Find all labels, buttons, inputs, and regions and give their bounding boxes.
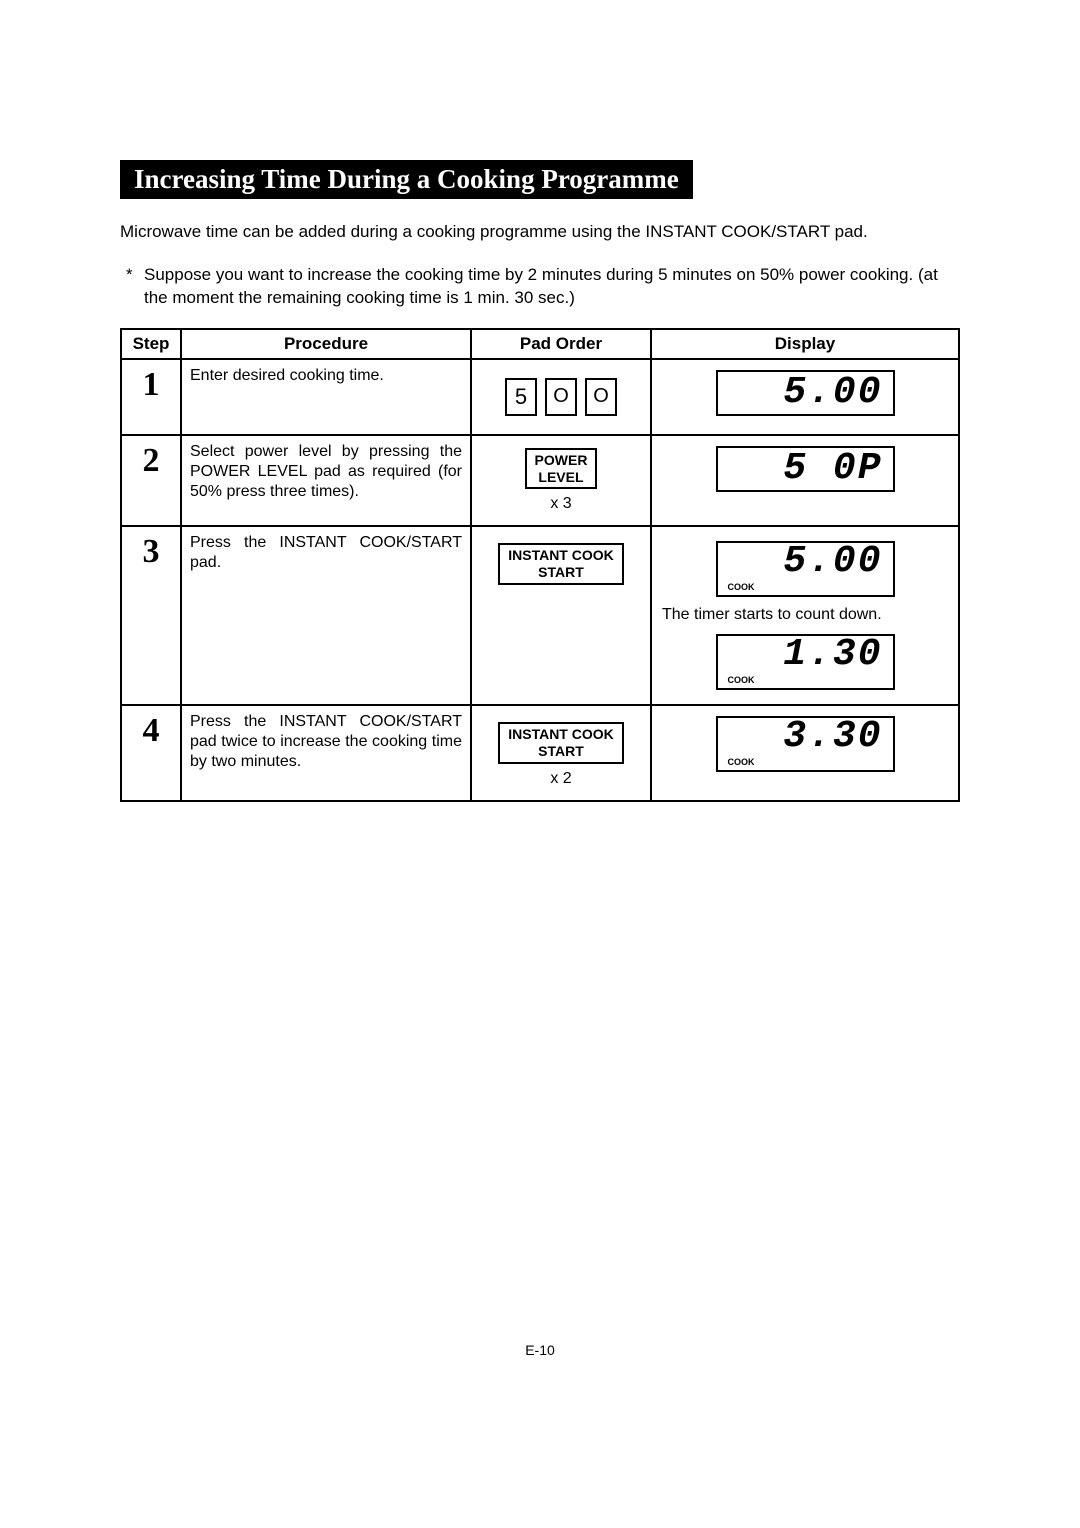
keypad-key: 5 [505,378,537,416]
pad-order-cell: 5 O O [471,359,651,435]
example-note: * Suppose you want to increase the cooki… [120,264,960,310]
pad-order-cell: POWER LEVEL x 3 [471,435,651,527]
procedure-text: Press the INSTANT COOK/START pad twice t… [181,705,471,801]
section-title: Increasing Time During a Cooking Program… [120,160,693,199]
procedure-text: Press the INSTANT COOK/START pad. [181,526,471,705]
lcd-value: 3.30 [728,718,883,756]
keypad-key: O [585,378,617,416]
pad-button: INSTANT COOK START [498,543,624,585]
cook-indicator: COOK [728,757,755,767]
step-number: 4 [121,705,181,801]
pad-button-line2: LEVEL [538,469,583,485]
page: Increasing Time During a Cooking Program… [0,0,1080,1358]
pad-button: INSTANT COOK START [498,722,624,764]
lcd-display: 5.00 [716,370,895,416]
display-cell: 5 0P [651,435,959,527]
step-number: 2 [121,435,181,527]
press-count: x 2 [550,770,571,788]
pad-order-cell: INSTANT COOK START [471,526,651,705]
lcd-value: 5.00 [728,543,883,581]
procedure-text: Enter desired cooking time. [181,359,471,435]
display-cell: 5.00 [651,359,959,435]
intro-text: Microwave time can be added during a coo… [120,221,960,244]
step-number: 3 [121,526,181,705]
display-note: The timer starts to count down. [662,605,948,626]
pad-button-line2: START [538,564,584,580]
page-number: E-10 [120,1342,960,1358]
instruction-table: Step Procedure Pad Order Display 1 Enter… [120,328,960,802]
pad-button-line1: INSTANT COOK [508,726,614,742]
lcd-display: 5.00 COOK [716,541,895,597]
table-row: 4 Press the INSTANT COOK/START pad twice… [121,705,959,801]
header-procedure: Procedure [181,329,471,359]
lcd-value: 1.30 [728,636,883,674]
header-display: Display [651,329,959,359]
header-step: Step [121,329,181,359]
pad-button: POWER LEVEL [525,448,598,490]
display-cell: 5.00 COOK The timer starts to count down… [651,526,959,705]
procedure-text: Select power level by pressing the POWER… [181,435,471,527]
table-header-row: Step Procedure Pad Order Display [121,329,959,359]
lcd-display: 1.30 COOK [716,634,895,690]
table-row: 3 Press the INSTANT COOK/START pad. INST… [121,526,959,705]
cook-indicator: COOK [728,582,755,592]
step-number: 1 [121,359,181,435]
table-row: 1 Enter desired cooking time. 5 O O 5.00 [121,359,959,435]
cook-indicator: COOK [728,675,755,685]
display-cell: 3.30 COOK [651,705,959,801]
lcd-display: 3.30 COOK [716,716,895,772]
lcd-display: 5 0P [716,446,895,492]
pad-button-line1: INSTANT COOK [508,547,614,563]
pad-button-line2: START [538,743,584,759]
header-pad-order: Pad Order [471,329,651,359]
keypad-key: O [545,378,577,416]
pad-order-cell: INSTANT COOK START x 2 [471,705,651,801]
table-row: 2 Select power level by pressing the POW… [121,435,959,527]
star-icon: * [126,264,144,310]
press-count: x 3 [550,495,571,513]
example-note-text: Suppose you want to increase the cooking… [144,264,960,310]
pad-button-line1: POWER [535,452,588,468]
